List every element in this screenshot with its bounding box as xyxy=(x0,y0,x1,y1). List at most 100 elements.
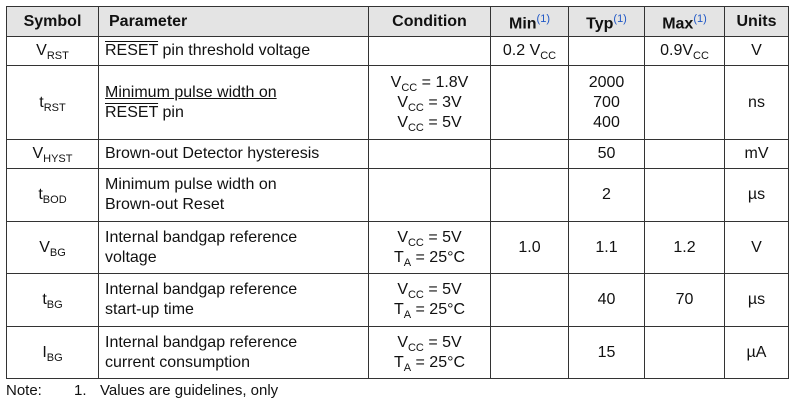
condition-symbol: V xyxy=(397,281,408,298)
min-cell xyxy=(490,326,569,379)
condition-symbol: V xyxy=(397,113,408,131)
symbol-main: t xyxy=(42,291,47,308)
min-sub: CC xyxy=(540,50,557,62)
units-cell: V xyxy=(724,36,789,66)
max-cell xyxy=(644,139,725,169)
condition-cell: VCC = 1.8V VCC = 3V VCC = 5V xyxy=(368,65,491,140)
condition-line: VCC = 3V xyxy=(375,93,484,114)
symbol-main: V xyxy=(36,42,47,59)
condition-symbol: V xyxy=(397,333,408,351)
table-header-row: Symbol Parameter Condition Min(1) Typ(1)… xyxy=(6,6,789,37)
parameter-cell: Internal bandgap reference start-up time xyxy=(98,273,369,327)
table-row: VHYST Brown-out Detector hysteresis 50 m… xyxy=(6,139,789,169)
symbol-main: t xyxy=(39,93,44,111)
parameter-cell: Brown-out Detector hysteresis xyxy=(98,139,369,169)
header-min: Min(1) xyxy=(490,6,569,37)
footnote-link[interactable]: (1) xyxy=(693,12,707,25)
typ-cell: 40 xyxy=(568,273,645,327)
parameter-line2: pin xyxy=(158,103,184,121)
table-row: IBG Internal bandgap reference current co… xyxy=(6,326,789,379)
condition-sub: CC xyxy=(401,81,418,94)
parameter-line1: Internal bandgap reference xyxy=(105,281,298,298)
max-cell xyxy=(644,168,725,222)
symbol-sub: BOD xyxy=(42,194,67,206)
symbol-sub: RST xyxy=(46,50,69,62)
typ-cell: 1.1 xyxy=(568,221,645,274)
note-number: 1. xyxy=(74,382,87,399)
condition-value: = 5V xyxy=(423,113,462,131)
condition-symbol: V xyxy=(397,93,408,111)
units-cell: mV xyxy=(724,139,789,169)
units-cell: µA xyxy=(724,326,789,379)
max-cell xyxy=(644,65,725,140)
condition-sub: CC xyxy=(407,341,424,354)
condition-line: VCC = 5V xyxy=(375,228,484,249)
symbol-cell: VBG xyxy=(6,221,99,274)
condition-value: = 1.8V xyxy=(417,73,469,91)
condition-symbol: V xyxy=(390,73,402,91)
header-typ-label: Typ xyxy=(586,15,614,33)
table-row: tRST Minimum pulse width on RESET pin VCC… xyxy=(6,65,789,140)
symbol-cell: tRST xyxy=(6,65,99,140)
condition-line: VCC = 1.8V xyxy=(375,73,484,94)
typ-cell: 2 xyxy=(568,168,645,222)
typ-value: 2000 xyxy=(588,73,625,91)
reset-overline-text: RESET xyxy=(105,103,159,121)
typ-value: 700 xyxy=(593,93,620,111)
parameter-line2: start-up time xyxy=(105,301,194,318)
units-cell: V xyxy=(724,221,789,274)
min-value: 0.2 V xyxy=(502,42,541,59)
parameter-line2: Brown-out Reset xyxy=(105,196,225,213)
min-cell: 1.0 xyxy=(490,221,569,274)
parameter-cell: RESET pin threshold voltage xyxy=(98,36,369,66)
condition-cell xyxy=(368,168,491,222)
parameter-line1: Internal bandgap reference xyxy=(105,228,298,246)
table-row: tBG Internal bandgap reference start-up t… xyxy=(6,273,789,327)
typ-cell xyxy=(568,36,645,66)
units-cell: ns xyxy=(724,65,789,140)
parameter-line1: Minimum pulse width on xyxy=(105,176,277,193)
parameter-line1: Internal bandgap reference xyxy=(105,333,298,351)
max-cell: 1.2 xyxy=(644,221,725,274)
condition-cell: VCC = 5V TA = 25°C xyxy=(368,221,491,274)
symbol-cell: tBG xyxy=(6,273,99,327)
condition-symbol: V xyxy=(397,228,408,246)
symbol-sub: RST xyxy=(43,101,66,114)
reset-overline-text: RESET xyxy=(105,42,159,59)
parameter-cell: Minimum pulse width on Brown-out Reset xyxy=(98,168,369,222)
symbol-sub: BG xyxy=(49,246,66,259)
symbol-cell: IBG xyxy=(6,326,99,379)
condition-line: TA = 25°C xyxy=(375,300,484,321)
condition-value: = 25°C xyxy=(411,353,466,371)
symbol-cell: VRST xyxy=(6,36,99,66)
min-cell xyxy=(490,65,569,140)
condition-sub: CC xyxy=(407,236,424,249)
condition-cell: VCC = 5V TA = 25°C xyxy=(368,273,491,327)
condition-value: = 5V xyxy=(423,281,462,298)
max-cell: 70 xyxy=(644,273,725,327)
max-cell xyxy=(644,326,725,379)
parameter-text: pin threshold voltage xyxy=(158,42,311,59)
header-symbol: Symbol xyxy=(6,6,99,37)
condition-cell: VCC = 5V TA = 25°C xyxy=(368,326,491,379)
condition-cell xyxy=(368,139,491,169)
min-cell xyxy=(490,168,569,222)
symbol-main: V xyxy=(39,238,50,256)
condition-cell xyxy=(368,36,491,66)
condition-symbol: T xyxy=(393,301,404,318)
symbol-sub: BG xyxy=(46,299,63,311)
parameter-cell: Internal bandgap reference current consum… xyxy=(98,326,369,379)
footnote-link[interactable]: (1) xyxy=(536,12,550,25)
units-cell: µs xyxy=(724,273,789,327)
footnote: Note: 1. Values are guidelines, only xyxy=(6,382,278,399)
table-row: VRST RESET pin threshold voltage 0.2 VCC… xyxy=(6,36,789,66)
typ-cell: 15 xyxy=(568,326,645,379)
condition-line: VCC = 5V xyxy=(375,280,484,301)
condition-sub: A xyxy=(403,256,412,269)
typ-cell: 50 xyxy=(568,139,645,169)
typ-cell: 2000 700 400 xyxy=(568,65,645,140)
condition-sub: CC xyxy=(407,121,424,134)
header-max-label: Max xyxy=(662,15,694,33)
footnote-link[interactable]: (1) xyxy=(613,12,627,25)
